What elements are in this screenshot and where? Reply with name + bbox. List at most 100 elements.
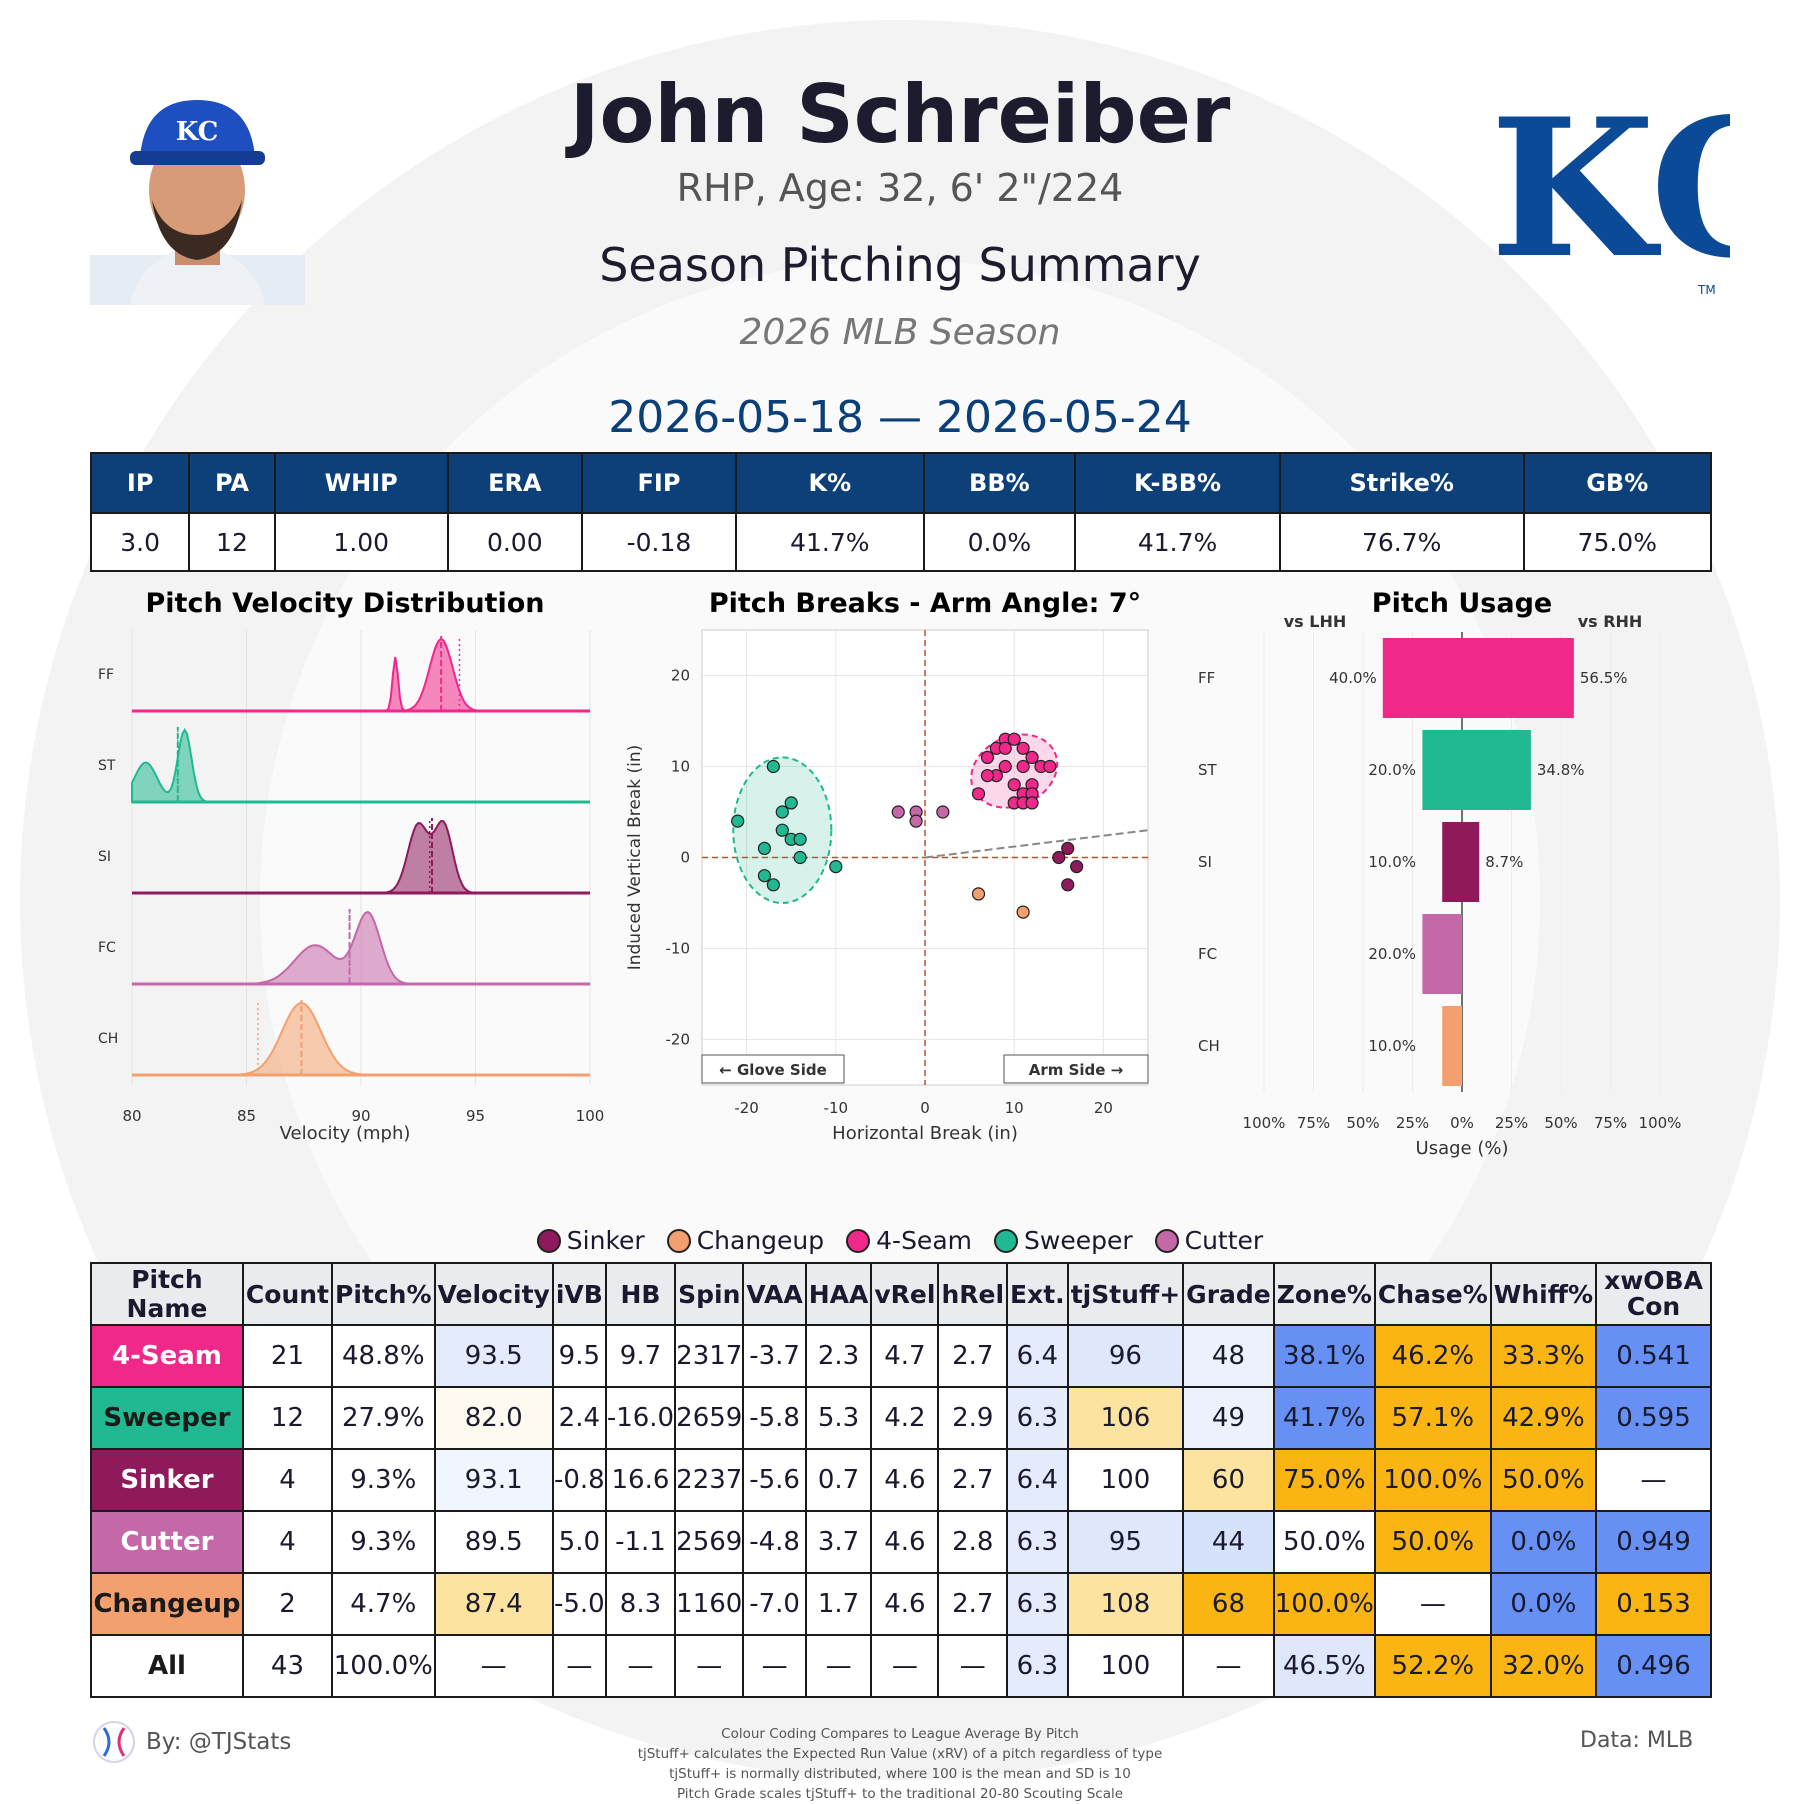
footer-data-source: Data: MLB [1580,1728,1694,1753]
pitch-value-cell: 21 [241,1324,334,1388]
pitch-value-cell: 0.7 [804,1448,873,1512]
pitch-value-cell: 2659 [674,1386,745,1450]
usage-label-lhh: 40.0% [1329,669,1377,687]
velocity-row-label: FF [98,667,114,683]
pitch-value-cell: -5.6 [742,1448,807,1512]
usage-bar-lhh [1422,914,1462,994]
break-point-FC [891,805,905,819]
break-point-ST [775,823,789,837]
break-point-FF [1016,759,1030,774]
pitch-value-cell: 44 [1182,1510,1275,1574]
footer-by-text: By: @TJStats [146,1729,292,1755]
break-point-FF [1043,759,1057,774]
pitch-table-row: 4-Seam 21 48.8% 93.5 9.5 9.7 2317 -3.7 2.3 4.7 2.7… [90,1324,1712,1388]
pitch-usage-chart: Pitch Usage vs LHH vs RHH 100% 75% 50% 25% 0% 25… [1198,588,1682,1159]
velocity-x-tick: 100 [576,1107,605,1125]
pitch-legend: Sinker Changeup 4-Seam Sweeper Cutter [500,1226,1300,1255]
svg-text:KC: KC [176,117,219,147]
pitch-name-cell: 4-Seam [90,1324,244,1388]
legend-label: Sinker [566,1226,645,1255]
pitch-value-cell: 9.3% [331,1448,436,1512]
pitch-value-cell: 9.5 [551,1324,607,1388]
pitch-value-cell: -0.8 [551,1448,607,1512]
pitch-table-header-cell: Velocity [433,1262,554,1326]
break-x-tick: -10 [824,1099,849,1117]
velocity-x-axis-label: Velocity (mph) [280,1123,411,1144]
pitch-table-header-cell: VAA [742,1262,807,1326]
break-point-ST [757,841,772,855]
arm-angle-line [924,829,1149,859]
footer-credit: By: @TJStats [92,1720,291,1764]
usage-x-tick: 0% [1450,1114,1474,1132]
pitch-value-cell: — [551,1634,607,1698]
pitch-table-header-cell: Ext. [1006,1262,1069,1326]
stats-header-cell: BB% [922,452,1077,514]
pitch-value-cell: 12 [241,1386,334,1450]
legend-item-changeup: Changeup [666,1226,825,1255]
pitch-table-row: Sweeper 12 27.9% 82.0 2.4 -16.0 2659 -5.8 5.3 4.2… [90,1386,1712,1450]
pitch-value-cell: 100.0% [1272,1572,1376,1636]
pitch-value-cell: 96 [1066,1324,1185,1388]
pitch-value-cell: -5.8 [742,1386,807,1450]
pitch-value-cell: 4 [241,1510,334,1574]
pitch-value-cell: — [1182,1634,1275,1698]
pitch-table-header-row: Pitch Name Count Pitch% Velocity iVB HB Spin VA… [90,1262,1712,1326]
pitch-value-cell: — [870,1634,940,1698]
pitch-value-cell: 100 [1066,1448,1185,1512]
pitch-table-body: 4-Seam 21 48.8% 93.5 9.5 9.7 2317 -3.7 2.3 4.7 2.7… [90,1324,1712,1698]
stats-value-cell: 1.00 [273,512,449,572]
pitch-value-cell: 68 [1182,1572,1275,1636]
break-point-ST [775,805,789,819]
pitch-value-cell: 0.153 [1595,1572,1712,1636]
velocity-x-tick: 95 [466,1107,485,1125]
footer-note: tjStuff+ is normally distributed, where … [669,1766,1131,1782]
player-headshot: KC [90,95,305,305]
stats-value-cell: 41.7% [735,512,925,572]
velocity-x-tick: 80 [122,1107,141,1125]
break-point-ST [793,832,807,846]
legend-label: Changeup [696,1226,825,1255]
velocity-distribution-chart: Pitch Velocity Distribution 80 85 90 95 100 Ve… [98,588,605,1144]
break-point-SI [1052,850,1066,865]
pitch-value-cell: 41.7% [1272,1386,1376,1450]
pitch-value-cell: — [1373,1572,1492,1636]
break-y-tick: -20 [666,1031,691,1049]
legend-item-sweeper: Sweeper [994,1226,1133,1255]
footer-note: tjStuff+ calculates the Expected Run Val… [637,1746,1163,1762]
trademark-mark: TM [1697,283,1716,297]
usage-x-tick: 100% [1639,1114,1682,1132]
break-point-ST [793,850,807,865]
usage-x-tick: 75% [1594,1114,1627,1132]
pitch-value-cell: 2.8 [937,1510,1009,1574]
pitch-table-header-cell: xwOBA Con [1595,1262,1712,1326]
pitch-value-cell: 5.0 [551,1510,607,1574]
stats-header-cell: IP [89,452,191,514]
break-point-SI [1061,841,1075,855]
arm-side-box [1003,1054,1149,1084]
pitch-table-header-cell: tjStuff+ [1066,1262,1185,1326]
break-y-axis-label: Induced Vertical Break (in) [625,745,645,971]
pitch-value-cell: — [1595,1448,1712,1512]
velocity-density-FC [132,910,590,985]
legend-label: 4-Seam [876,1226,972,1255]
break-x-tick: 0 [920,1099,930,1117]
pitch-table-header-cell: Spin [674,1262,745,1326]
pitch-value-cell: 100.0% [1373,1448,1492,1512]
break-point-ST [784,796,798,810]
stats-header-cell: PA [188,452,276,514]
usage-category-label: FF [1198,669,1215,687]
pitch-value-cell: 4.2 [870,1386,940,1450]
break-x-tick: -20 [734,1099,759,1117]
stats-value-cell: 0.0% [922,512,1077,572]
pitch-table-row: All 43 100.0% — — — — — — — —6.3 100—46.5% 52.2% 32.0… [90,1634,1712,1698]
velocity-row-label: FC [98,940,116,956]
stats-value-cell: 3.0 [89,512,191,572]
pitch-table-header-cell: Zone% [1272,1262,1376,1326]
pitch-value-cell: 0.0% [1489,1510,1598,1574]
pitch-value-cell: 82.0 [433,1386,554,1450]
pitch-value-cell: 89.5 [433,1510,554,1574]
pitch-value-cell: 1160 [674,1572,745,1636]
pitch-value-cell: — [742,1634,807,1698]
usage-x-tick: 75% [1297,1114,1330,1132]
usage-bar-lhh [1442,822,1462,902]
